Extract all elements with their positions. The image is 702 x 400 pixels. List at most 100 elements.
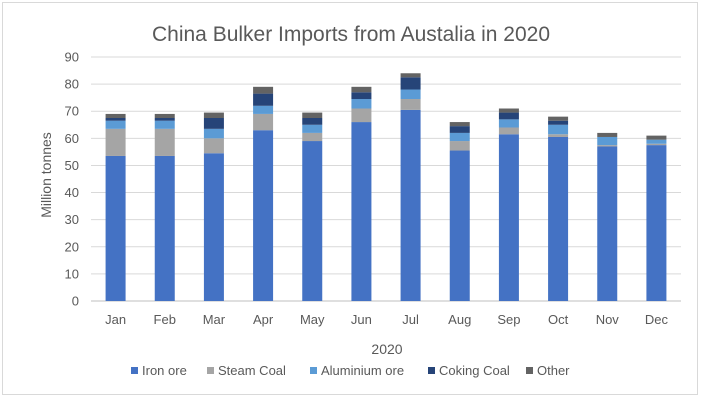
bar-segment-other bbox=[548, 116, 569, 121]
bar-segment-steam-coal bbox=[449, 141, 470, 151]
bar-segment-steam-coal bbox=[548, 134, 569, 137]
bar-segment-steam-coal bbox=[400, 99, 421, 110]
bar-segment-iron-ore bbox=[548, 136, 569, 301]
bar-segment-other bbox=[351, 86, 372, 93]
chart-title: China Bulker Imports from Austalia in 20… bbox=[152, 23, 550, 46]
legend-label: Aluminium ore bbox=[321, 363, 404, 378]
y-tick-label: 80 bbox=[65, 77, 79, 92]
x-tick-label: Sep bbox=[497, 312, 520, 327]
bar-segment-steam-coal bbox=[646, 143, 667, 146]
y-tick-label: 40 bbox=[65, 185, 79, 200]
y-tick-label: 50 bbox=[65, 158, 79, 173]
legend-label: Steam Coal bbox=[218, 363, 286, 378]
bar-segment-aluminium-ore bbox=[351, 99, 372, 109]
bar-segment-other bbox=[498, 108, 519, 113]
x-tick-label: May bbox=[300, 312, 325, 327]
y-tick-label: 20 bbox=[65, 239, 79, 254]
bar-segment-other bbox=[203, 112, 224, 118]
legend-label: Coking Coal bbox=[439, 363, 510, 378]
x-tick-label: Jun bbox=[351, 312, 372, 327]
x-tick-label: Nov bbox=[596, 312, 620, 327]
bar-segment-coking-coal bbox=[105, 118, 126, 121]
y-tick-label: 10 bbox=[65, 266, 79, 281]
bar-segment-other bbox=[400, 73, 421, 78]
bar-segment-iron-ore bbox=[400, 109, 421, 301]
legend-swatch bbox=[428, 367, 435, 374]
bar-segment-iron-ore bbox=[498, 134, 519, 301]
bars bbox=[105, 73, 667, 301]
legend-swatch bbox=[526, 367, 533, 374]
legend: Iron ore Steam Coal Aluminium ore Coking Co… bbox=[131, 363, 570, 378]
bar-segment-coking-coal bbox=[400, 77, 421, 90]
gridlines bbox=[91, 56, 681, 302]
bar-segment-iron-ore bbox=[253, 130, 274, 301]
bar-segment-iron-ore bbox=[597, 146, 618, 301]
bar-segment-aluminium-ore bbox=[105, 120, 126, 129]
x-tick-label: Oct bbox=[548, 312, 569, 327]
x-tick-label: Mar bbox=[203, 312, 226, 327]
x-tick-label: Jul bbox=[402, 312, 419, 327]
legend-label: Iron ore bbox=[142, 363, 187, 378]
chart-frame: China Bulker Imports from Austalia in 20… bbox=[2, 2, 698, 395]
x-tick-label: Apr bbox=[253, 312, 274, 327]
legend-swatch bbox=[207, 367, 214, 374]
bar-segment-aluminium-ore bbox=[548, 124, 569, 135]
bar-segment-coking-coal bbox=[498, 112, 519, 120]
bar-segment-steam-coal bbox=[105, 128, 126, 156]
stacked-bar-chart: China Bulker Imports from Austalia in 20… bbox=[38, 23, 681, 378]
bar-segment-other bbox=[105, 113, 126, 118]
bar-segment-coking-coal bbox=[203, 118, 224, 129]
bar-segment-aluminium-ore bbox=[154, 120, 175, 129]
bar-segment-iron-ore bbox=[351, 122, 372, 301]
bar-segment-aluminium-ore bbox=[302, 124, 323, 133]
bar-segment-other bbox=[302, 112, 323, 118]
bar-segment-coking-coal bbox=[302, 118, 323, 125]
bar-segment-aluminium-ore bbox=[400, 89, 421, 100]
bar-segment-coking-coal bbox=[351, 92, 372, 100]
bar-segment-steam-coal bbox=[597, 145, 618, 147]
y-tick-label: 70 bbox=[65, 104, 79, 119]
y-tick-label: 30 bbox=[65, 212, 79, 227]
bar-segment-other bbox=[253, 86, 274, 94]
x-axis-tick-labels: Jan Feb Mar Apr May Jun Jul Aug Sep Oct Nov Dec bbox=[105, 312, 668, 327]
bar-segment-steam-coal bbox=[302, 132, 323, 142]
y-tick-label: 0 bbox=[72, 294, 79, 309]
y-axis-tick-labels: 0 10 20 30 40 50 60 70 80 90 bbox=[65, 50, 79, 309]
bar-segment-steam-coal bbox=[498, 127, 519, 135]
bar-segment-coking-coal bbox=[154, 118, 175, 121]
bar-segment-iron-ore bbox=[646, 145, 667, 301]
bar-segment-iron-ore bbox=[449, 150, 470, 301]
bar-segment-aluminium-ore bbox=[449, 132, 470, 142]
x-tick-label: Aug bbox=[448, 312, 471, 327]
bar-segment-other bbox=[449, 122, 470, 127]
bar-segment-aluminium-ore bbox=[203, 128, 224, 139]
bar-segment-iron-ore bbox=[203, 153, 224, 301]
bar-segment-coking-coal bbox=[548, 120, 569, 125]
bar-segment-other bbox=[154, 113, 175, 118]
legend-swatch bbox=[310, 367, 317, 374]
x-tick-label: Dec bbox=[645, 312, 669, 327]
bar-segment-aluminium-ore bbox=[597, 136, 618, 146]
x-axis-title: 2020 bbox=[371, 341, 402, 357]
y-tick-label: 90 bbox=[65, 50, 79, 65]
bar-segment-aluminium-ore bbox=[646, 139, 667, 144]
bar-segment-steam-coal bbox=[351, 108, 372, 123]
x-tick-label: Feb bbox=[154, 312, 176, 327]
bar-segment-coking-coal bbox=[253, 93, 274, 106]
y-axis-title: Million tonnes bbox=[38, 132, 54, 218]
bar-segment-steam-coal bbox=[203, 138, 224, 154]
bar-segment-coking-coal bbox=[449, 126, 470, 133]
bar-segment-aluminium-ore bbox=[253, 105, 274, 114]
bar-segment-iron-ore bbox=[154, 155, 175, 301]
legend-swatch bbox=[131, 367, 138, 374]
bar-segment-other bbox=[646, 135, 667, 140]
legend-label: Other bbox=[537, 363, 570, 378]
y-tick-label: 60 bbox=[65, 131, 79, 146]
bar-segment-iron-ore bbox=[302, 141, 323, 301]
bar-segment-other bbox=[597, 132, 618, 137]
bar-segment-steam-coal bbox=[154, 128, 175, 156]
bar-segment-iron-ore bbox=[105, 155, 126, 301]
bar-segment-steam-coal bbox=[253, 113, 274, 131]
x-tick-label: Jan bbox=[105, 312, 126, 327]
bar-segment-aluminium-ore bbox=[498, 119, 519, 128]
